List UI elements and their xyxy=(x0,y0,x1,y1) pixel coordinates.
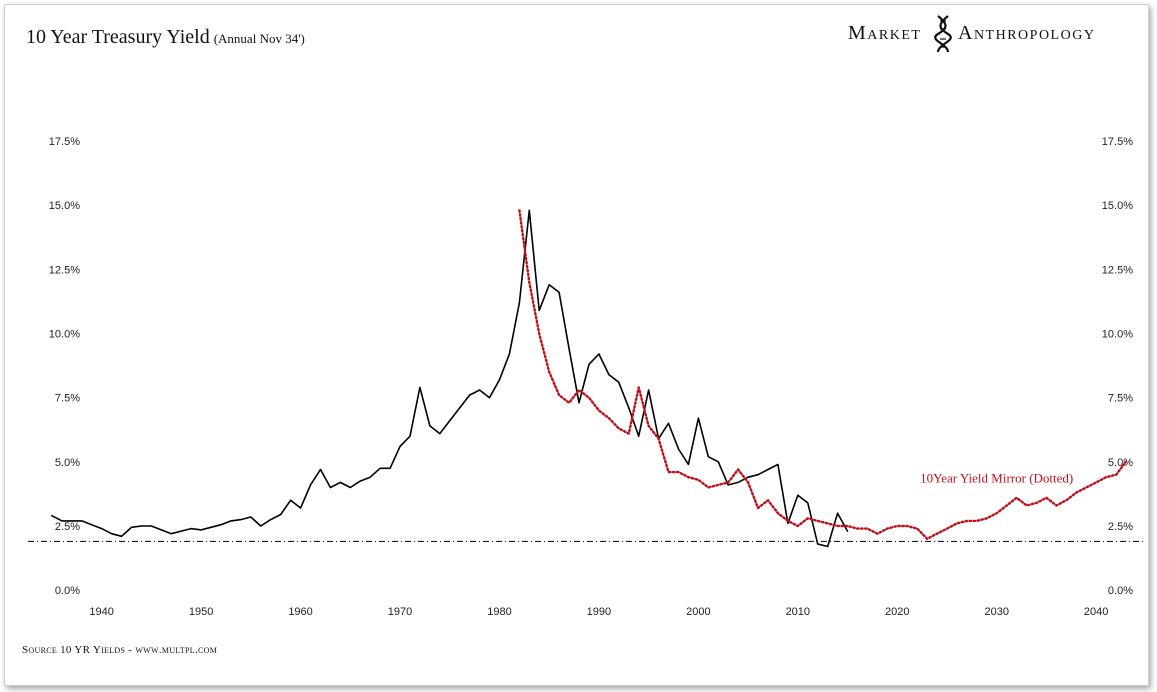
y-tick-label-right: 10.0% xyxy=(1102,329,1133,341)
source-note: Source 10 YR Yields - www.multpl.com xyxy=(22,644,218,656)
y-tick-label-right: 15.0% xyxy=(1102,200,1133,212)
y-tick-label-right: 0.0% xyxy=(1108,585,1133,597)
y-tick-label-left: 10.0% xyxy=(49,329,80,341)
y-tick-label-right: 17.5% xyxy=(1102,136,1133,148)
y-tick-label-right: 12.5% xyxy=(1102,264,1133,276)
x-tick-label: 1970 xyxy=(388,606,412,618)
x-tick-label: 2000 xyxy=(686,606,710,618)
mirror-series-line xyxy=(518,209,1128,540)
y-axis-right: 0.0% 2.5% 5.0% 7.5% 10.0% 12.5% 15.0% 17.5% xyxy=(1102,136,1133,597)
y-tick-label-left: 7.5% xyxy=(55,393,80,405)
x-tick-label: 2030 xyxy=(984,606,1008,618)
yield-series-line xyxy=(51,209,849,548)
y-tick-label-right: 2.5% xyxy=(1108,521,1133,533)
y-tick-label-left: 2.5% xyxy=(55,521,80,533)
brand-word-market: Market xyxy=(848,22,922,44)
x-tick-label: 1980 xyxy=(487,606,511,618)
x-tick-label: 1960 xyxy=(288,606,312,618)
title-main: 10 Year Treasury Yield xyxy=(26,26,210,48)
x-tick-label: 1990 xyxy=(587,606,611,618)
y-tick-label-left: 15.0% xyxy=(49,200,80,212)
x-tick-label: 2040 xyxy=(1084,606,1108,618)
chart-frame xyxy=(4,4,1149,686)
brand-word-anthropology: Anthropology xyxy=(958,22,1096,44)
x-tick-label: 1940 xyxy=(89,606,113,618)
y-tick-label-left: 12.5% xyxy=(49,264,80,276)
series-marks xyxy=(51,209,1128,548)
y-axis-left: 0.0% 2.5% 5.0% 7.5% 10.0% 12.5% 15.0% 17.5% xyxy=(49,136,80,597)
y-tick-label-left: 5.0% xyxy=(55,457,80,469)
x-axis: 1940 1950 1960 1970 1980 1990 2000 2010 2020 2030… xyxy=(89,606,1108,618)
title-subtitle: (Annual Nov 34') xyxy=(213,31,305,46)
mirror-annotation: 10Year Yield Mirror (Dotted) xyxy=(920,470,1073,485)
x-tick-label: 2020 xyxy=(885,606,909,618)
y-tick-label-left: 0.0% xyxy=(55,585,80,597)
y-tick-label-right: 5.0% xyxy=(1108,457,1133,469)
x-tick-label: 1950 xyxy=(189,606,213,618)
y-tick-label-right: 7.5% xyxy=(1108,393,1133,405)
y-tick-label-left: 17.5% xyxy=(49,136,80,148)
dna-helix-icon xyxy=(934,15,952,53)
brand-logo: Market Anthropology xyxy=(848,14,1118,58)
x-tick-label: 2010 xyxy=(786,606,810,618)
chart-title: 10 Year Treasury Yield (Annual Nov 34') xyxy=(26,26,305,49)
